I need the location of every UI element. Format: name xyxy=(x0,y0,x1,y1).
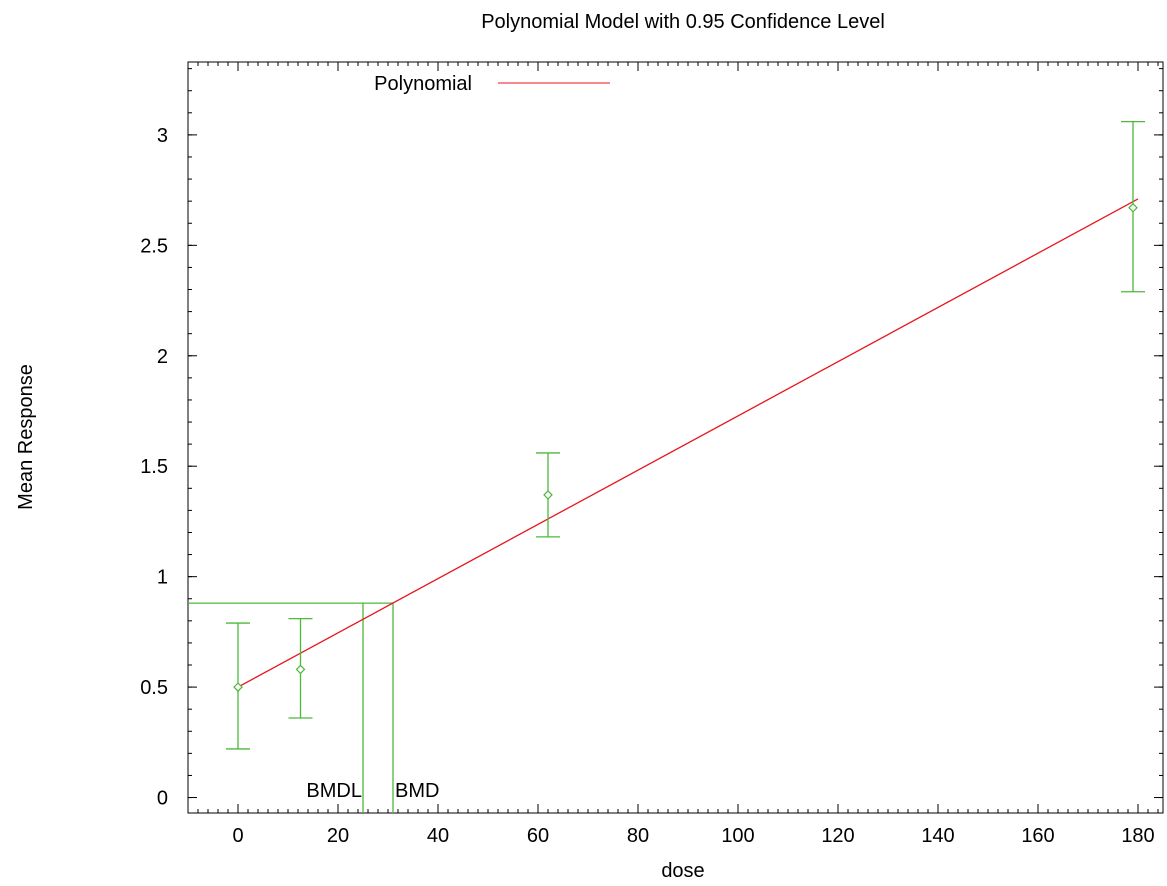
y-tick-label: 2 xyxy=(157,346,168,368)
bmd-lines: BMDL BMD xyxy=(188,602,439,813)
y-axis-label: Mean Response xyxy=(15,364,37,510)
y-tick-label: 1 xyxy=(157,567,168,589)
legend: Polynomial xyxy=(374,73,610,95)
x-tick-label: 180 xyxy=(1121,825,1154,847)
y-tick-label: 0.5 xyxy=(140,677,168,699)
data-point xyxy=(288,617,313,719)
x-tick-label: 40 xyxy=(427,825,449,847)
data-points-series xyxy=(226,120,1145,750)
y-tick-label: 1.5 xyxy=(140,456,168,478)
data-point xyxy=(536,452,560,538)
bmdl-label: BMDL xyxy=(306,780,362,802)
x-axis-label: dose xyxy=(661,860,704,882)
y-tick-label: 0 xyxy=(157,788,168,810)
data-point-marker xyxy=(295,664,306,675)
x-tick-label: 0 xyxy=(232,825,243,847)
x-tick-label: 120 xyxy=(821,825,854,847)
x-tick-label: 160 xyxy=(1021,825,1054,847)
data-point-marker xyxy=(1128,202,1138,213)
bmd-label: BMD xyxy=(395,780,439,802)
x-tick-label: 100 xyxy=(721,825,754,847)
x-tick-label: 20 xyxy=(327,825,349,847)
data-point xyxy=(1121,120,1145,293)
fit-line-series xyxy=(237,198,1139,688)
data-point-marker xyxy=(233,682,243,692)
plot-border xyxy=(187,61,1164,814)
data-point-marker xyxy=(543,490,553,500)
x-tick-label: 60 xyxy=(527,825,549,847)
x-axis: 0 20 40 60 80 100 120 140 160 180 xyxy=(232,62,1155,847)
y-tick-label: 3 xyxy=(157,125,168,147)
x-tick-label: 80 xyxy=(627,825,649,847)
chart-title: Polynomial Model with 0.95 Confidence Le… xyxy=(481,11,885,33)
x-tick-label: 140 xyxy=(921,825,954,847)
plot-frame xyxy=(187,61,1164,814)
legend-label: Polynomial xyxy=(374,73,472,95)
data-point xyxy=(226,622,250,750)
y-axis: 0 0.5 1 1.5 2 2.5 3 xyxy=(140,125,1163,810)
fit-line xyxy=(237,198,1139,688)
y-tick-label: 2.5 xyxy=(140,235,168,257)
